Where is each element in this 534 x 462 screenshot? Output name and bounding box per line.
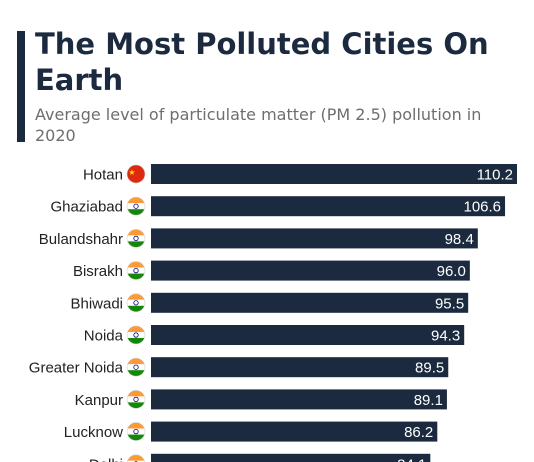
bar: [151, 421, 438, 442]
bar-value-label: 96.0: [437, 263, 466, 280]
title-accent-bar: [17, 31, 25, 142]
category-label: Kanpur: [75, 392, 123, 409]
bar: [151, 164, 517, 184]
india-flag-icon: [126, 357, 146, 377]
chart-title: The Most Polluted Cities On Earth: [35, 27, 489, 97]
category-label: Noida: [84, 328, 124, 345]
svg-text:★: ★: [128, 168, 135, 177]
chart-subtitle: Average level of particulate matter (PM …: [35, 105, 482, 145]
india-flag-icon: [126, 261, 146, 280]
category-label: Greater Noida: [29, 360, 124, 377]
bar-value-label: 89.5: [415, 360, 444, 377]
bar: [151, 228, 478, 249]
category-label: Delhi: [89, 456, 123, 462]
category-label: Hotan: [83, 167, 123, 184]
bar-value-label: 98.4: [445, 231, 474, 248]
bar-value-label: 110.2: [477, 167, 513, 184]
category-label: Lucknow: [64, 424, 123, 441]
india-flag-icon: [126, 422, 146, 441]
china-flag-icon: ★: [126, 164, 146, 184]
india-flag-icon: [126, 229, 146, 248]
bar-value-label: 95.5: [435, 295, 464, 312]
bar-value-label: 106.6: [463, 199, 501, 216]
india-flag-icon: [126, 390, 146, 409]
india-flag-icon: [126, 325, 146, 345]
bar-value-label: 94.3: [431, 328, 460, 345]
india-flag-icon: [126, 196, 146, 216]
category-label: Bulandshahr: [39, 231, 123, 248]
bar: [151, 453, 431, 462]
bar: [151, 196, 506, 217]
bar: [151, 357, 449, 378]
category-label: Bhiwadi: [70, 295, 123, 312]
india-flag-icon: [126, 454, 146, 462]
bar: [151, 325, 465, 345]
bar: [151, 260, 470, 281]
bar-value-label: 86.2: [404, 424, 433, 441]
india-flag-icon: [126, 293, 146, 313]
bar: [151, 292, 469, 313]
bar: [151, 389, 447, 410]
bar-value-label: 84.1: [397, 456, 426, 462]
category-label: Bisrakh: [73, 263, 123, 280]
bar-value-label: 89.1: [414, 392, 443, 409]
category-label: Ghaziabad: [50, 199, 123, 216]
